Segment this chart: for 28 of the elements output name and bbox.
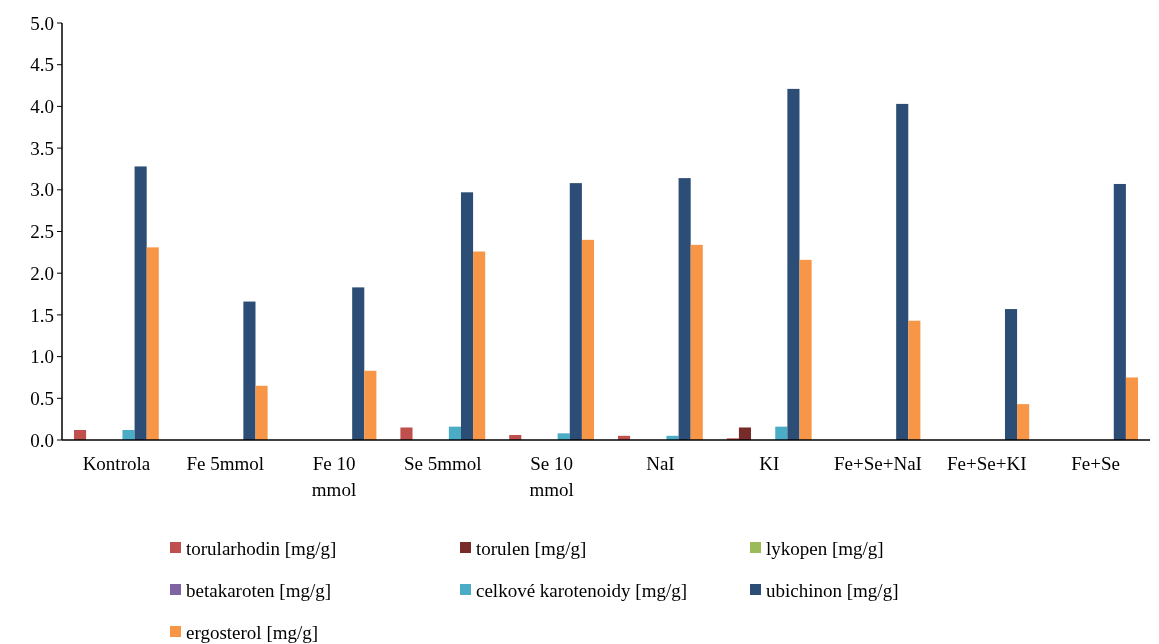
x-tick-label: Fe+Se+NaI: [834, 453, 922, 474]
x-tick-label: NaI: [646, 453, 675, 474]
y-tick-label: 4.0: [30, 96, 54, 118]
y-tick-label: 0.0: [30, 429, 54, 451]
x-tick-label: Fe 5mmol: [186, 453, 264, 474]
y-tick-label: 3.0: [30, 179, 54, 201]
x-tick-label: Fe+Se: [1071, 453, 1120, 474]
x-tick-label: KI: [759, 453, 780, 474]
x-tick-label: Kontrola: [82, 453, 151, 474]
y-tick-label: 3.5: [30, 137, 54, 159]
y-tick-label: 1.0: [30, 346, 54, 368]
y-tick-label: 2.0: [30, 262, 54, 284]
y-tick-label: 0.5: [30, 387, 54, 409]
y-tick-label: 2.5: [30, 221, 54, 243]
x-tick-label: Fe+Se+KI: [947, 453, 1027, 474]
y-tick-label: 1.5: [30, 304, 54, 326]
legend-label: lykopen [mg/g]: [766, 537, 884, 559]
x-tick-label: Fe 10 mmol: [311, 453, 357, 500]
y-tick-label: 4.5: [30, 54, 54, 76]
legend-label: torulen [mg/g]: [476, 537, 587, 559]
x-tick-label: Se 10 mmol: [529, 453, 574, 500]
y-tick-label: 5.0: [30, 12, 54, 34]
legend-label: ergosterol [mg/g]: [186, 621, 319, 643]
legend-label: ubichinon [mg/g]: [766, 579, 899, 601]
legend-label: celkové karotenoidy [mg/g]: [476, 579, 688, 601]
legend-label: betakaroten [mg/g]: [186, 579, 332, 601]
legend-label: torularhodin [mg/g]: [186, 537, 337, 559]
x-tick-label: Se 5mmol: [404, 453, 482, 474]
